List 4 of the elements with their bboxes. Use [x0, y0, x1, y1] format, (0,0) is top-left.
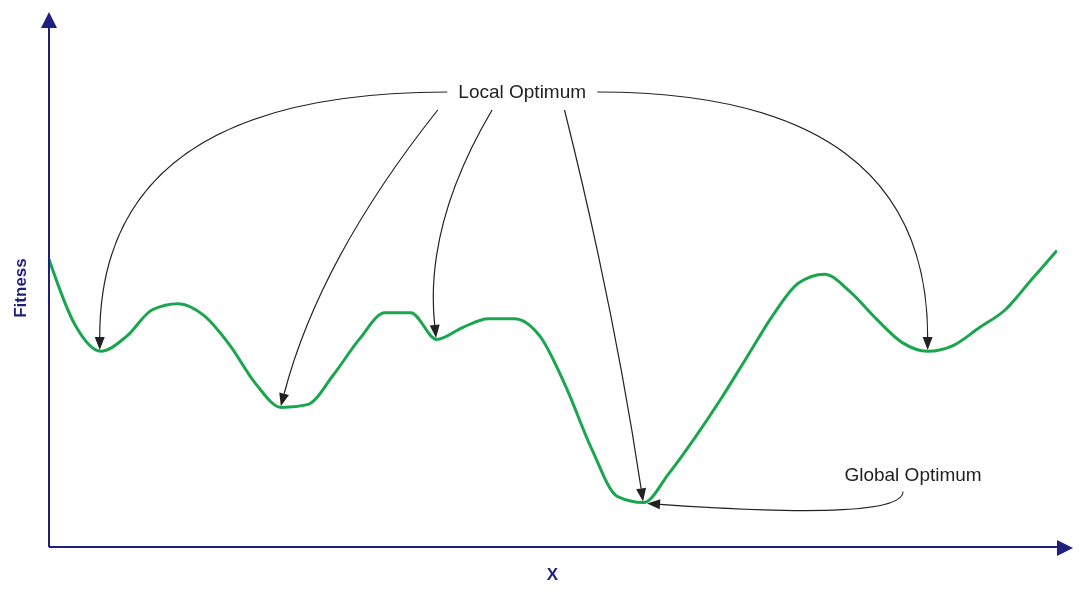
x-axis-title: X: [546, 565, 559, 584]
annotation: Global Optimum: [844, 464, 982, 486]
text: Local Optimum: [458, 81, 587, 102]
y-axis-title: Fitness: [11, 258, 30, 318]
